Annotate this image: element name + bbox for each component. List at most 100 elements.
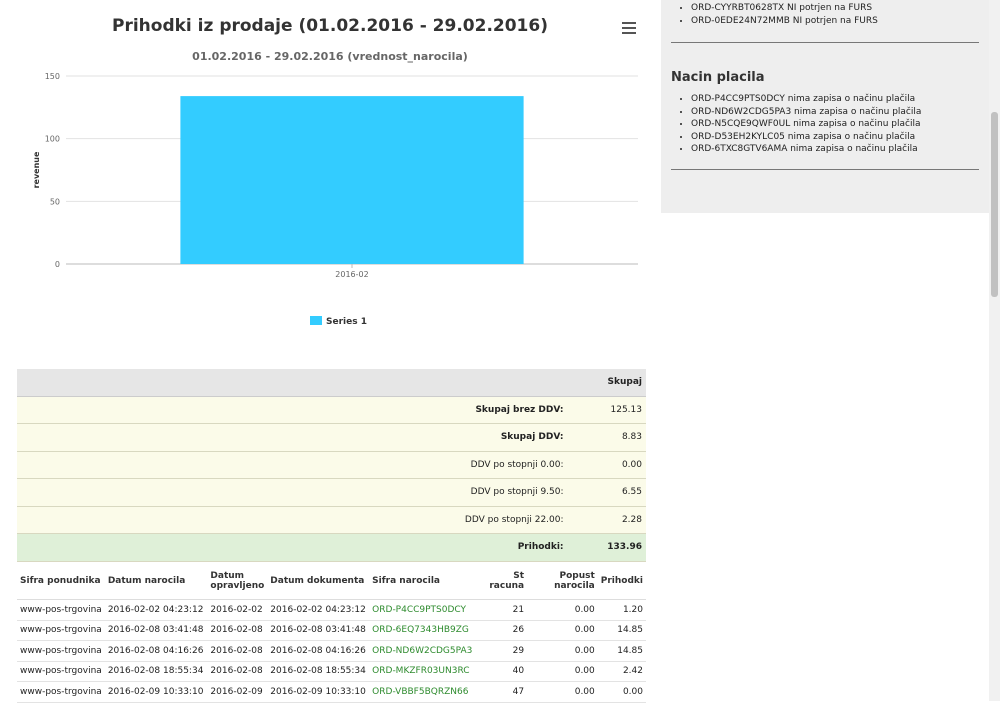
summary-label: DDV po stopnji 9.50: [17,478,568,507]
cell-done-date: 2016-02-08 [207,620,268,641]
summary-value: 125.13 [567,396,646,424]
furs-list: ORD-CYYRBT0628TX NI potrjen na FURSORD-0… [661,2,878,27]
cell-order-date: 2016-02-08 18:55:34 [104,661,208,682]
cell-done-date: 2016-02-08 [207,640,268,662]
summary-value: 2.28 [567,506,646,534]
summary-header: Skupaj [567,369,646,397]
order-code-link[interactable]: ORD-VBBF5BQRZN66 [372,686,469,697]
col-revenue: Prihodki [597,563,646,600]
cell-discount: 0.00 [527,599,598,621]
col-order-code: Sifra narocila [369,563,476,600]
table-row: www-pos-trgovina 2016-02-08 18:55:34 2016-… [17,661,646,682]
scrollbar[interactable] [989,0,1000,701]
cell-order-code: ORD-P4CC9PTS0DCY [369,599,476,621]
order-code-link[interactable]: ORD-P4CC9PTS0DCY [372,604,467,615]
summary-label: DDV po stopnji 22.00: [17,506,568,534]
total-value: 133.96 [567,533,646,562]
cell-doc-date: 2016-02-08 18:55:34 [267,661,370,682]
cell-provider: www-pos-trgovina [17,640,105,662]
cell-order-date: 2016-02-08 03:41:48 [104,620,208,641]
list-item: ORD-6TXC8GTV6AMA nima zapisa o načinu pl… [691,143,921,156]
summary-value: 0.00 [567,451,646,479]
hamburger-menu-icon[interactable] [622,22,636,34]
order-code-link[interactable]: ORD-MKZFR03UN3RC [372,666,470,677]
cell-invoice-no: 47 [475,681,528,703]
cell-order-code: ORD-VBBF5BQRZN66 [369,681,476,703]
table-row: www-pos-trgovina 2016-02-02 04:23:12 2016-… [17,599,646,621]
col-provider: Sifra ponudnika [17,563,105,600]
list-item: ORD-N5CQE9QWF0UL nima zapisa o načinu pl… [691,118,921,131]
orders-table: Sifra ponudnika Datum narocila Datum opr… [17,563,646,703]
cell-revenue: 1.20 [597,599,646,621]
order-code-link[interactable]: ORD-6EQ7343HB9ZG [372,625,469,636]
summary-value: 6.55 [567,478,646,507]
chart-title: Prihodki iz prodaje (01.02.2016 - 29.02.… [112,16,548,36]
summary-value: 8.83 [567,423,646,452]
col-discount: Popust narocila [527,563,598,600]
cell-doc-date: 2016-02-09 10:33:10 [267,681,370,703]
summary-table: Skupaj Skupaj brez DDV: 125.13 Skupaj DDV:… [17,369,646,562]
y-tick-label: 0 [55,260,60,269]
summary-row: Skupaj brez DDV: 125.13 [17,396,646,424]
cell-invoice-no: 29 [475,640,528,662]
cell-invoice-no: 40 [475,661,528,682]
chart-subtitle: 01.02.2016 - 29.02.2016 (vrednost_naroci… [192,50,468,63]
revenue-chart: Prihodki iz prodaje (01.02.2016 - 29.02.… [0,0,660,350]
col-doc-date: Datum dokumenta [267,563,370,600]
cell-revenue: 14.85 [597,620,646,641]
legend-entry: Series 1 [326,317,367,327]
cell-revenue: 14.85 [597,640,646,662]
y-tick-label: 150 [45,72,60,81]
list-item: ORD-0EDE24N72MMB NI potrjen na FURS [691,15,878,28]
summary-row: DDV po stopnji 0.00: 0.00 [17,451,646,479]
list-item: ORD-CYYRBT0628TX NI potrjen na FURS [691,2,878,15]
cell-discount: 0.00 [527,620,598,641]
summary-row: Skupaj DDV: 8.83 [17,423,646,452]
cell-order-code: ORD-MKZFR03UN3RC [369,661,476,682]
list-item: ORD-P4CC9PTS0DCY nima zapisa o načinu pl… [691,93,921,106]
cell-provider: www-pos-trgovina [17,599,105,621]
col-invoice-no: St racuna [475,563,528,600]
payment-list: ORD-P4CC9PTS0DCY nima zapisa o načinu pl… [661,93,921,156]
list-item: ORD-ND6W2CDG5PA3 nima zapisa o načinu pl… [691,106,921,119]
cell-discount: 0.00 [527,661,598,682]
scrollbar-thumb[interactable] [991,112,998,297]
cell-provider: www-pos-trgovina [17,661,105,682]
divider [671,42,979,43]
cell-order-code: ORD-ND6W2CDG5PA3 [369,640,476,662]
summary-label: Skupaj brez DDV: [17,396,568,424]
table-row: www-pos-trgovina 2016-02-08 04:16:26 2016-… [17,640,646,662]
y-tick-label: 50 [50,197,60,206]
col-order-date: Datum narocila [104,563,208,600]
order-code-link[interactable]: ORD-ND6W2CDG5PA3 [372,645,473,656]
cell-done-date: 2016-02-02 [207,599,268,621]
cell-done-date: 2016-02-08 [207,661,268,682]
table-row: www-pos-trgovina 2016-02-09 10:33:10 2016-… [17,681,646,703]
summary-row: DDV po stopnji 22.00: 2.28 [17,506,646,534]
cell-doc-date: 2016-02-08 03:41:48 [267,620,370,641]
table-row: www-pos-trgovina 2016-02-08 03:41:48 2016-… [17,620,646,641]
cell-done-date: 2016-02-09 [207,681,268,703]
cell-revenue: 2.42 [597,661,646,682]
divider [671,169,979,170]
cell-order-date: 2016-02-08 04:16:26 [104,640,208,662]
col-done-date: Datum opravljeno [207,563,268,600]
summary-label: DDV po stopnji 0.00: [17,451,568,479]
total-label: Prihodki: [17,533,568,562]
bar [180,96,524,264]
cell-doc-date: 2016-02-02 04:23:12 [267,599,370,621]
cell-order-date: 2016-02-02 04:23:12 [104,599,208,621]
cell-revenue: 0.00 [597,681,646,703]
side-panel: ORD-CYYRBT0628TX NI potrjen na FURSORD-0… [661,0,989,213]
cell-invoice-no: 26 [475,620,528,641]
summary-label: Skupaj DDV: [17,423,568,452]
cell-provider: www-pos-trgovina [17,620,105,641]
cell-discount: 0.00 [527,640,598,662]
list-item: ORD-D53EH2KYLC05 nima zapisa o načinu pl… [691,131,921,144]
cell-order-code: ORD-6EQ7343HB9ZG [369,620,476,641]
y-tick-label: 100 [45,135,60,144]
cell-doc-date: 2016-02-08 04:16:26 [267,640,370,662]
cell-invoice-no: 21 [475,599,528,621]
payment-heading: Nacin placila [671,70,765,85]
summary-row: DDV po stopnji 9.50: 6.55 [17,478,646,507]
